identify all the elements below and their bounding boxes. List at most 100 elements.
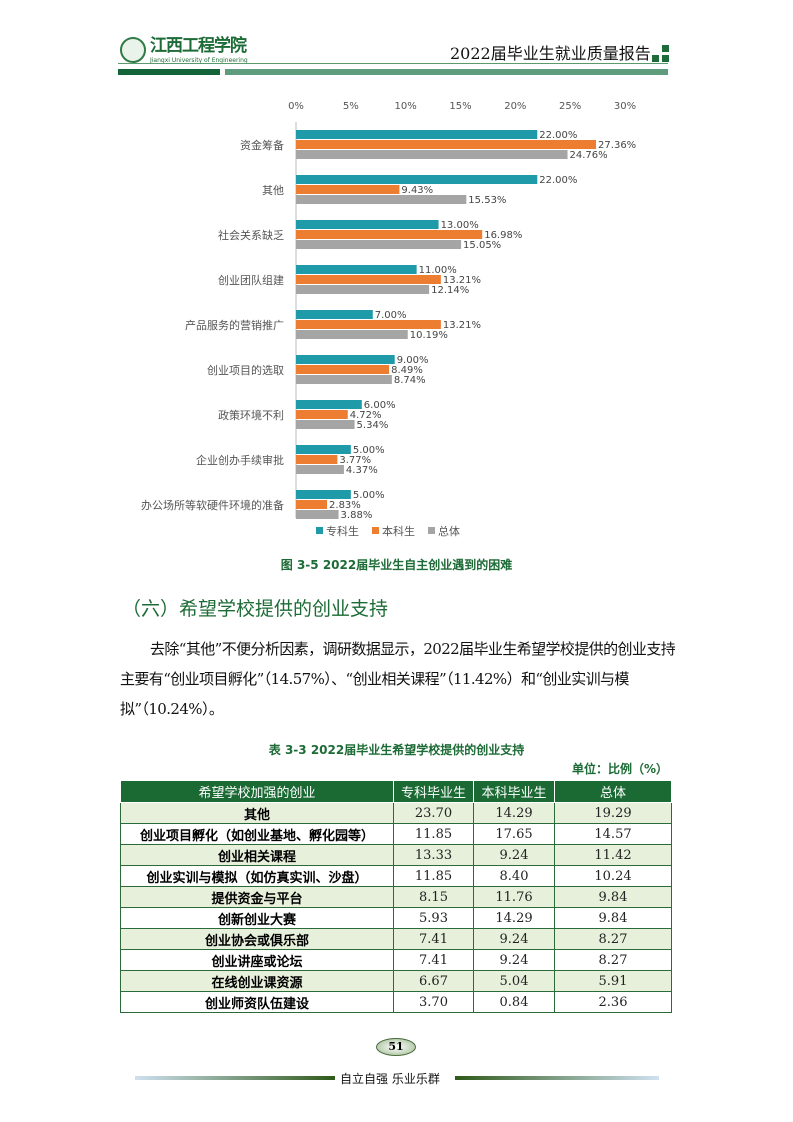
- cell-value: 9.24: [473, 928, 555, 950]
- category-label: 创业项目的选取: [207, 363, 284, 377]
- cell-value: 11.85: [393, 823, 474, 845]
- x-tick-label: 0%: [288, 101, 304, 112]
- cell-value: 0.84: [473, 991, 555, 1013]
- x-tick-label: 20%: [504, 101, 526, 112]
- header-divider: [118, 63, 668, 64]
- legend-label: 专科生: [326, 524, 359, 538]
- cell-value: 11.76: [473, 886, 555, 908]
- difficulty-bar-chart: 0% 5% 10% 15% 20% 25% 30% 资金筹备 22.00% 27.36%24.76…: [141, 101, 636, 538]
- bar-本科生: [296, 230, 483, 239]
- column-header: 总体: [554, 780, 672, 803]
- cell-value: 17.65: [473, 823, 555, 845]
- bar-专科生: [296, 445, 351, 454]
- category-label: 产品服务的营销推广: [185, 318, 284, 332]
- row-label: 创业讲座或论坛: [120, 949, 394, 971]
- category-label: 资金筹备: [240, 138, 284, 152]
- data-label: 13.21%: [443, 320, 481, 331]
- data-label: 9.00%: [397, 355, 429, 366]
- square-decor-icon: [652, 55, 659, 62]
- cell-value: 11.42: [554, 844, 672, 866]
- data-label: 4.37%: [346, 465, 378, 476]
- bar-专科生: [296, 490, 351, 499]
- data-label: 3.88%: [341, 510, 373, 521]
- bar-本科生: [296, 320, 441, 329]
- bar-专科生: [296, 400, 362, 409]
- data-label: 12.14%: [431, 285, 469, 296]
- bar-总体: [296, 285, 430, 294]
- bar-总体: [296, 375, 392, 384]
- bar-总体: [296, 330, 408, 339]
- data-label: 22.00%: [539, 175, 577, 186]
- category-label: 政策环境不利: [218, 408, 284, 422]
- category-label: 社会关系缺乏: [218, 228, 284, 242]
- row-label: 创业师资队伍建设: [120, 991, 394, 1013]
- cell-value: 7.41: [393, 949, 474, 971]
- row-label: 创新创业大赛: [120, 907, 394, 929]
- body-paragraph: 去除“其他”不便分析因素，调研数据显示，2022届毕业生希望学校提供的创业支持主…: [120, 640, 676, 718]
- data-label: 15.05%: [463, 240, 501, 251]
- seal-icon: [120, 37, 146, 63]
- bar-总体: [296, 465, 344, 474]
- column-header: 专科毕业生: [393, 780, 474, 803]
- cell-value: 8.27: [554, 949, 672, 971]
- cell-value: 14.29: [473, 907, 555, 929]
- cell-value: 8.27: [554, 928, 672, 950]
- category-label: 其他: [262, 184, 284, 197]
- cell-value: 2.36: [554, 991, 672, 1013]
- data-label: 5.00%: [353, 490, 385, 501]
- bar-本科生: [296, 185, 400, 194]
- university-logo: 江西工程学院 Jiangxi University of Engineering: [120, 37, 248, 65]
- data-label: 3.77%: [339, 455, 371, 466]
- page-number: 51: [376, 1038, 416, 1056]
- cell-value: 7.41: [393, 928, 474, 950]
- bar-本科生: [296, 455, 338, 464]
- table-row: 创业讲座或论坛 7.41 9.24 8.27: [120, 949, 672, 971]
- cell-value: 5.04: [473, 970, 555, 992]
- cell-value: 8.40: [473, 865, 555, 887]
- bar-本科生: [296, 365, 390, 374]
- table-header-row: 希望学校加强的创业 专科毕业生 本科毕业生 总体: [120, 780, 672, 803]
- square-decor-icon: [662, 55, 669, 62]
- table-row: 创业项目孵化（如创业基地、孵化园等） 11.85 17.65 14.57: [120, 823, 672, 845]
- data-label: 27.36%: [598, 140, 636, 151]
- x-tick-label: 5%: [343, 101, 359, 112]
- bar-专科生: [296, 310, 373, 319]
- data-label: 10.19%: [410, 330, 448, 341]
- cell-value: 5.91: [554, 970, 672, 992]
- x-tick-label: 15%: [449, 101, 471, 112]
- data-label: 2.83%: [329, 500, 361, 511]
- data-label: 22.00%: [539, 130, 577, 141]
- cell-value: 13.33: [393, 844, 474, 866]
- header-bar: [118, 69, 220, 75]
- row-label: 提供资金与平台: [120, 886, 394, 908]
- legend-swatch: [316, 527, 323, 534]
- data-label: 5.34%: [357, 420, 389, 431]
- legend-label: 本科生: [382, 524, 415, 538]
- data-label: 4.72%: [350, 410, 382, 421]
- row-label: 在线创业课资源: [120, 970, 394, 992]
- bar-本科生: [296, 500, 328, 509]
- data-label: 13.21%: [443, 275, 481, 286]
- row-label: 创业实训与模拟（如仿真实训、沙盘）: [120, 865, 394, 887]
- bar-总体: [296, 510, 339, 519]
- logo-english: Jiangxi University of Engineering: [150, 57, 248, 64]
- x-tick-label: 25%: [559, 101, 581, 112]
- row-label: 创业项目孵化（如创业基地、孵化园等）: [120, 823, 394, 845]
- bar-本科生: [296, 410, 348, 419]
- row-label: 创业协会或俱乐部: [120, 928, 394, 950]
- data-label: 15.53%: [468, 195, 506, 206]
- bar-总体: [296, 240, 462, 249]
- legend-swatch: [428, 527, 435, 534]
- cell-value: 11.85: [393, 865, 474, 887]
- bar-总体: [296, 150, 568, 159]
- table-row: 创业相关课程 13.33 9.24 11.42: [120, 844, 672, 866]
- bar-本科生: [296, 275, 441, 284]
- cell-value: 9.24: [473, 949, 555, 971]
- table-row: 在线创业课资源 6.67 5.04 5.91: [120, 970, 672, 992]
- x-tick-label: 10%: [395, 101, 417, 112]
- chart-caption: 图 3-5 2022届毕业生自主创业遇到的困难: [280, 558, 513, 572]
- cell-value: 14.29: [473, 802, 555, 824]
- support-table: 希望学校加强的创业 专科毕业生 本科毕业生 总体 其他 23.70 14.29 19.29 创…: [120, 780, 672, 1013]
- cell-value: 19.29: [554, 802, 672, 824]
